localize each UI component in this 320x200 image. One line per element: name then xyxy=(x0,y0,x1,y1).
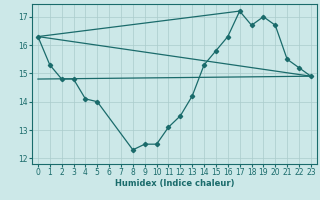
X-axis label: Humidex (Indice chaleur): Humidex (Indice chaleur) xyxy=(115,179,234,188)
